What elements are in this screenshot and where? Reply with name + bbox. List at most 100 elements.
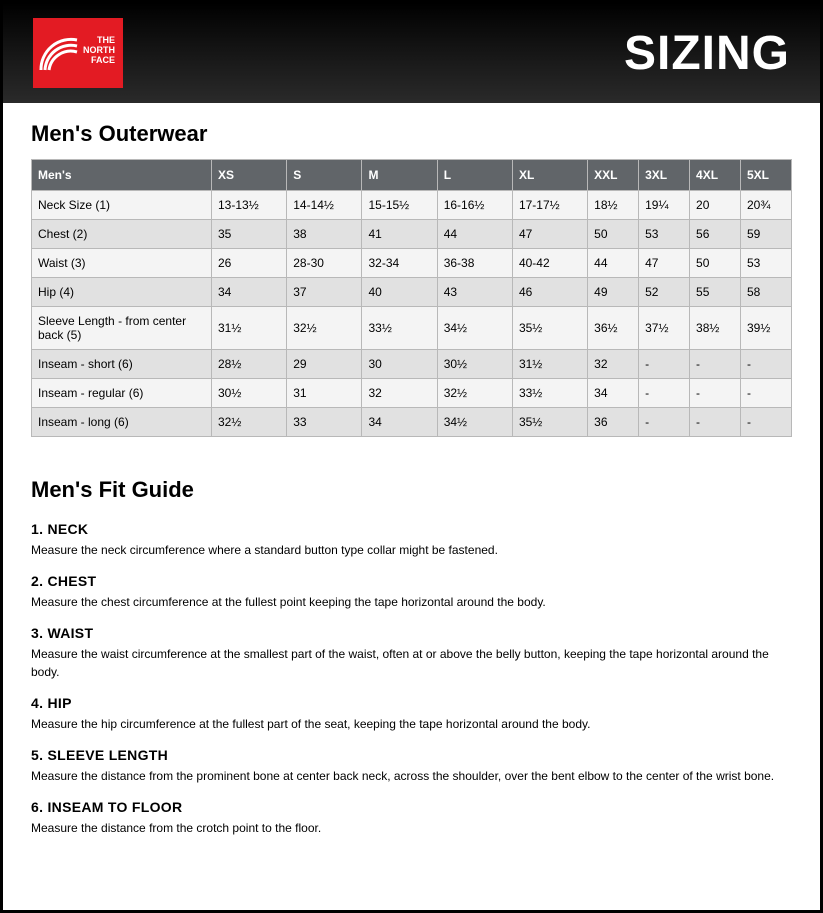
fit-item-heading: 1. NECK xyxy=(31,521,792,537)
table-row: Inseam - regular (6)30½313232½33½34--- xyxy=(32,379,792,408)
size-cell: 40-42 xyxy=(512,249,587,278)
size-cell: 18½ xyxy=(588,191,639,220)
size-cell: 33 xyxy=(287,408,362,437)
table-row: Sleeve Length - from center back (5)31½ 3… xyxy=(32,307,792,350)
fit-item-description: Measure the hip circumference at the ful… xyxy=(31,715,792,733)
fit-guide-item: 2. CHEST Measure the chest circumference … xyxy=(31,573,792,611)
size-cell: 13-13½ xyxy=(212,191,287,220)
size-cell: 44 xyxy=(437,220,512,249)
fit-item-description: Measure the distance from the prominent … xyxy=(31,767,792,785)
size-column-header: M xyxy=(362,160,437,191)
size-cell: 53 xyxy=(639,220,690,249)
table-row: Hip (4)343740434649525558 xyxy=(32,278,792,307)
size-cell: 47 xyxy=(639,249,690,278)
size-cell: 56 xyxy=(690,220,741,249)
size-cell: 35½ xyxy=(512,408,587,437)
size-cell: 16-16½ xyxy=(437,191,512,220)
fit-item-heading: 4. HIP xyxy=(31,695,792,711)
size-column-header: XXL xyxy=(588,160,639,191)
sizing-document: THE NORTH FACE SIZING Men's Outerwear Me… xyxy=(0,0,823,913)
size-cell: 15-15½ xyxy=(362,191,437,220)
size-cell: 44 xyxy=(588,249,639,278)
size-cell: 17-17½ xyxy=(512,191,587,220)
size-column-header: 4XL xyxy=(690,160,741,191)
table-section-title: Men's Outerwear xyxy=(31,121,792,147)
fit-guide-item: 4. HIP Measure the hip circumference at t… xyxy=(31,695,792,733)
size-cell: 32½ xyxy=(437,379,512,408)
size-cell: - xyxy=(639,379,690,408)
row-label: Chest (2) xyxy=(32,220,212,249)
row-label: Inseam - regular (6) xyxy=(32,379,212,408)
size-cell: 37 xyxy=(287,278,362,307)
fit-guide-title: Men's Fit Guide xyxy=(31,477,792,503)
size-cell: 20 xyxy=(690,191,741,220)
row-label: Neck Size (1) xyxy=(32,191,212,220)
size-cell: 30 xyxy=(362,350,437,379)
fit-guide-item: 1. NECKMeasure the neck circumference wh… xyxy=(31,521,792,559)
size-column-header: XL xyxy=(512,160,587,191)
size-cell: 39½ xyxy=(740,307,791,350)
row-label: Hip (4) xyxy=(32,278,212,307)
row-label: Inseam - short (6) xyxy=(32,350,212,379)
size-cell: 37½ xyxy=(639,307,690,350)
fit-item-heading: 5. SLEEVE LENGTH xyxy=(31,747,792,763)
size-cell: 50 xyxy=(588,220,639,249)
size-column-header: L xyxy=(437,160,512,191)
size-cell: 40 xyxy=(362,278,437,307)
size-cell: 31½ xyxy=(212,307,287,350)
size-cell: 50 xyxy=(690,249,741,278)
page-title: SIZING xyxy=(624,26,790,81)
fit-guide-item: 5. SLEEVE LENGTH Measure the distance fro… xyxy=(31,747,792,785)
size-cell: 49 xyxy=(588,278,639,307)
size-cell: 26 xyxy=(212,249,287,278)
size-cell: 43 xyxy=(437,278,512,307)
logo-arc-icon xyxy=(39,32,79,72)
size-cell: 34½ xyxy=(437,408,512,437)
fit-item-description: Measure the waist circumference at the s… xyxy=(31,645,792,681)
size-cell: 34 xyxy=(212,278,287,307)
size-cell: 33½ xyxy=(362,307,437,350)
size-cell: 47 xyxy=(512,220,587,249)
size-cell: 30½ xyxy=(212,379,287,408)
size-cell: 36½ xyxy=(588,307,639,350)
table-row: Chest (2)353841444750535659 xyxy=(32,220,792,249)
size-cell: 32-34 xyxy=(362,249,437,278)
size-cell: 35½ xyxy=(512,307,587,350)
size-cell: 34 xyxy=(362,408,437,437)
fit-item-heading: 2. CHEST xyxy=(31,573,792,589)
size-cell: 36-38 xyxy=(437,249,512,278)
size-column-header: 5XL xyxy=(740,160,791,191)
size-cell: 32 xyxy=(362,379,437,408)
size-table-header: Men'sXSSMLXLXXL3XL4XL5XL xyxy=(32,160,792,191)
fit-guide-item: 6. INSEAM TO FLOORMeasure the distance f… xyxy=(31,799,792,837)
size-cell: 32 xyxy=(588,350,639,379)
size-cell: - xyxy=(740,350,791,379)
table-row: Neck Size (1)13-13½14-14½15-15½16-16½17-… xyxy=(32,191,792,220)
fit-item-description: Measure the chest circumference at the f… xyxy=(31,593,792,611)
size-cell: 34½ xyxy=(437,307,512,350)
size-cell: 38 xyxy=(287,220,362,249)
table-header-row: Men'sXSSMLXLXXL3XL4XL5XL xyxy=(32,160,792,191)
logo-text: THE NORTH FACE xyxy=(83,36,115,66)
table-row: Inseam - short (6)28½293030½31½32--- xyxy=(32,350,792,379)
row-label: Sleeve Length - from center back (5) xyxy=(32,307,212,350)
size-cell: 29 xyxy=(287,350,362,379)
size-cell: 20¾ xyxy=(740,191,791,220)
size-column-header: S xyxy=(287,160,362,191)
size-cell: 36 xyxy=(588,408,639,437)
brand-logo: THE NORTH FACE xyxy=(33,18,123,88)
table-row: Waist (3)2628-3032-3436-3840-4244475053 xyxy=(32,249,792,278)
size-table: Men'sXSSMLXLXXL3XL4XL5XL Neck Size (1)13… xyxy=(31,159,792,437)
size-cell: - xyxy=(740,379,791,408)
fit-guide-section: Men's Fit Guide 1. NECKMeasure the neck … xyxy=(31,477,792,837)
fit-guide-items: 1. NECKMeasure the neck circumference wh… xyxy=(31,521,792,837)
content-area: Men's Outerwear Men'sXSSMLXLXXL3XL4XL5XL… xyxy=(3,103,820,871)
size-cell: - xyxy=(690,408,741,437)
fit-item-heading: 3. WAIST xyxy=(31,625,792,641)
size-cell: 35 xyxy=(212,220,287,249)
size-cell: 32½ xyxy=(212,408,287,437)
size-cell: - xyxy=(639,408,690,437)
size-cell: 59 xyxy=(740,220,791,249)
size-cell: 46 xyxy=(512,278,587,307)
fit-guide-item: 3. WAIST Measure the waist circumference … xyxy=(31,625,792,681)
